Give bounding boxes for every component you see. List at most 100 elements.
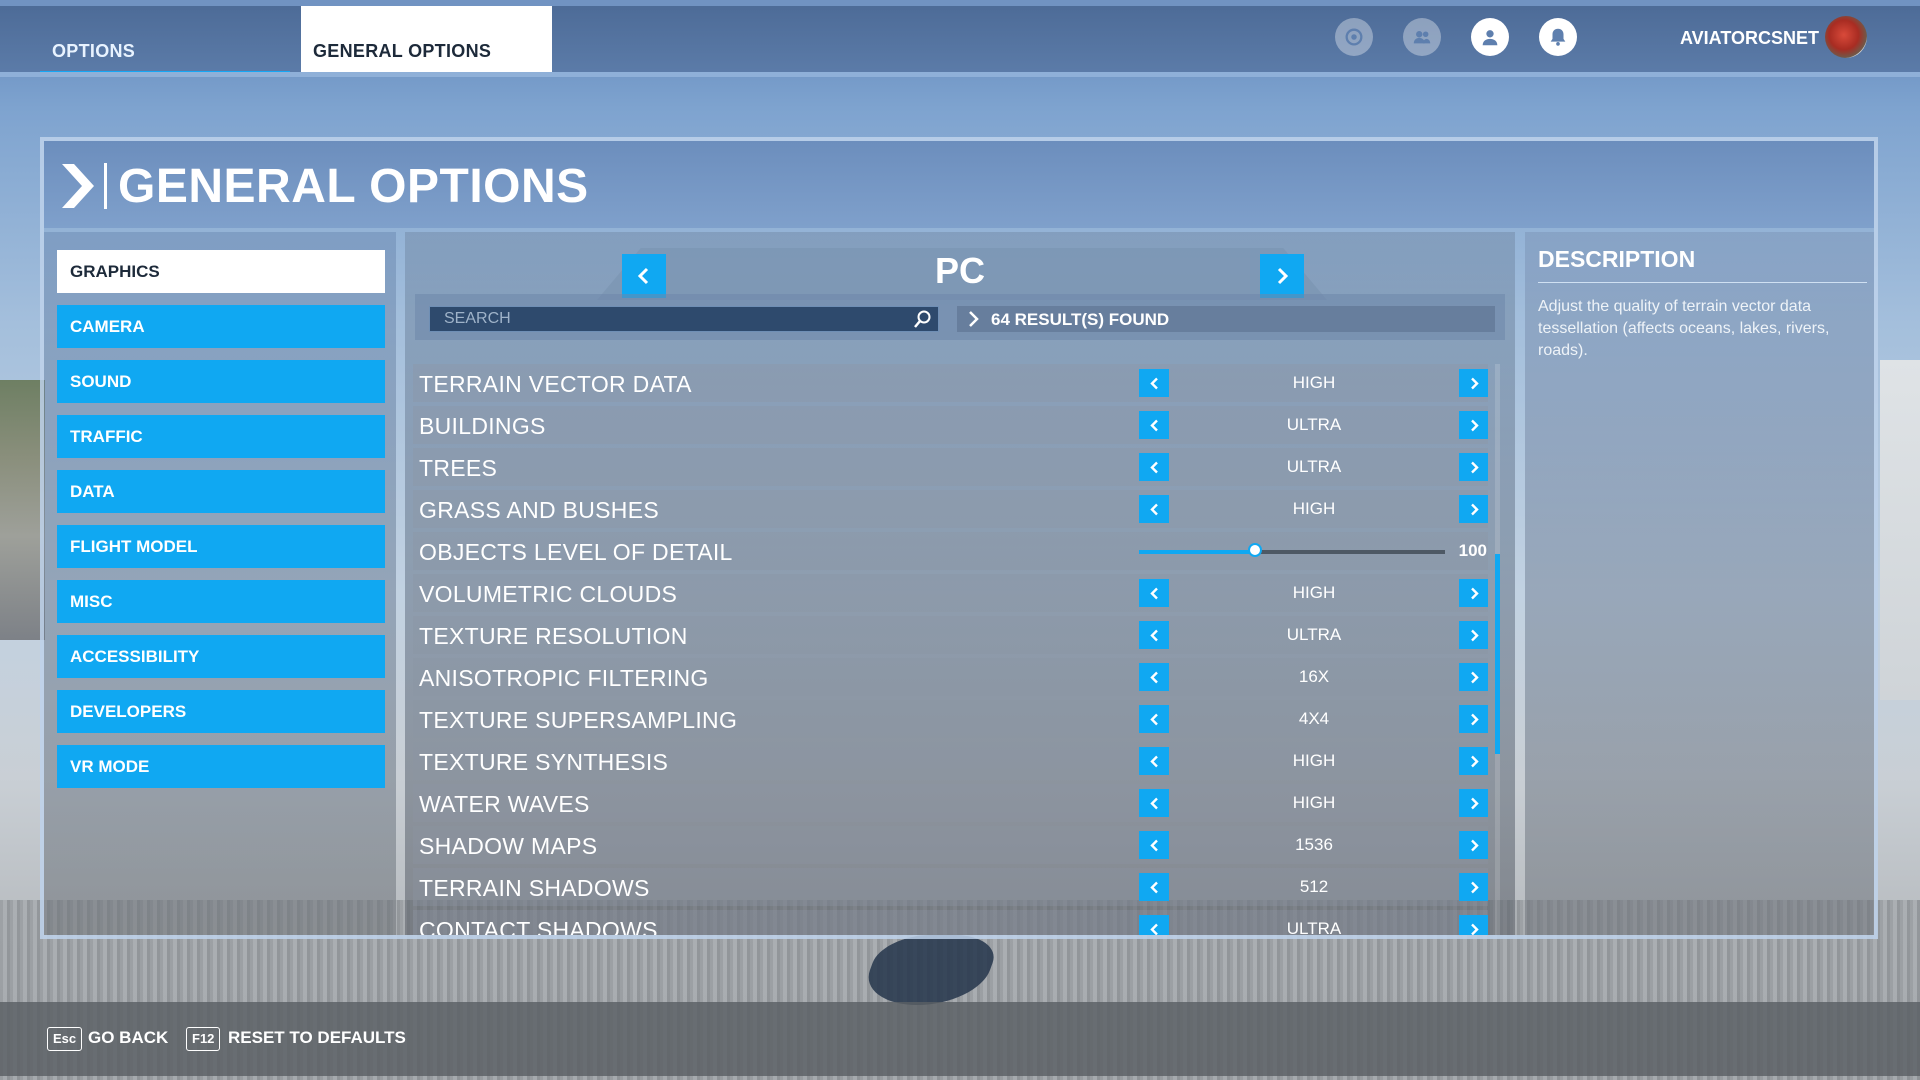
chevron-right-icon <box>1470 671 1479 683</box>
search-icon[interactable] <box>913 309 933 329</box>
tab-general-options[interactable]: GENERAL OPTIONS <box>301 6 552 72</box>
value-decrease-button[interactable] <box>1139 369 1169 397</box>
setting-label: TEXTURE RESOLUTION <box>419 623 688 649</box>
sidebar-item-vr-mode[interactable]: VR MODE <box>57 745 385 788</box>
tab-options[interactable]: OPTIONS <box>40 6 290 76</box>
sidebar-item-traffic[interactable]: TRAFFIC <box>57 415 385 458</box>
search-bar: SEARCH 64 RESULT(S) FOUND <box>415 294 1505 340</box>
sidebar-item-flight-model[interactable]: FLIGHT MODEL <box>57 525 385 568</box>
sidebar-item-label: CAMERA <box>70 317 145 336</box>
value-decrease-button[interactable] <box>1139 621 1169 649</box>
rewards-icon[interactable] <box>1335 18 1373 56</box>
avatar[interactable] <box>1825 16 1867 58</box>
value-decrease-button[interactable] <box>1139 831 1169 859</box>
chevron-left-icon <box>1149 503 1158 515</box>
top-icons <box>1335 18 1577 56</box>
value-decrease-button[interactable] <box>1139 663 1169 691</box>
notification-icon[interactable] <box>1539 18 1577 56</box>
setting-label: TERRAIN VECTOR DATA <box>419 371 692 397</box>
friends-icon[interactable] <box>1403 18 1441 56</box>
value-increase-button[interactable] <box>1459 411 1488 439</box>
setting-value: HIGH <box>1292 499 1336 518</box>
preset-prev-button[interactable] <box>622 254 666 298</box>
chevron-right-icon <box>1470 419 1479 431</box>
value-decrease-button[interactable] <box>1139 705 1169 733</box>
sidebar-item-label: MISC <box>70 592 113 611</box>
sidebar-item-camera[interactable]: CAMERA <box>57 305 385 348</box>
tab-options-label: OPTIONS <box>52 41 136 61</box>
settings-scrollbar[interactable] <box>1495 364 1500 935</box>
value-increase-button[interactable] <box>1459 621 1488 649</box>
value-decrease-button[interactable] <box>1139 495 1169 523</box>
setting-value: HIGH <box>1292 373 1336 392</box>
tab-general-label: GENERAL OPTIONS <box>313 41 492 61</box>
setting-label: SHADOW MAPS <box>419 833 598 859</box>
value-increase-button[interactable] <box>1459 495 1488 523</box>
sidebar-item-label: ACCESSIBILITY <box>70 647 200 666</box>
chevron-right-icon <box>1470 797 1479 809</box>
options-panel: GENERAL OPTIONS GRAPHICS CAMERA SOUND TR… <box>40 137 1878 939</box>
value-increase-button[interactable] <box>1459 705 1488 733</box>
sidebar-item-accessibility[interactable]: ACCESSIBILITY <box>57 635 385 678</box>
value-increase-button[interactable] <box>1459 663 1488 691</box>
value-increase-button[interactable] <box>1459 873 1488 901</box>
value-increase-button[interactable] <box>1459 831 1488 859</box>
sidebar-item-label: DEVELOPERS <box>70 702 187 721</box>
sidebar-item-developers[interactable]: DEVELOPERS <box>57 690 385 733</box>
value-increase-button[interactable] <box>1459 789 1488 817</box>
chevron-left-icon <box>1149 671 1158 683</box>
setting-label: TERRAIN SHADOWS <box>419 875 650 901</box>
value-increase-button[interactable] <box>1459 579 1488 607</box>
setting-value: 512 <box>1299 877 1329 896</box>
chevron-left-icon <box>1149 923 1158 935</box>
reset-defaults-button[interactable]: RESET TO DEFAULTS <box>228 1028 406 1047</box>
lod-slider[interactable] <box>1139 543 1445 557</box>
chevron-left-icon <box>1149 797 1158 809</box>
setting-row-trees: TREES ULTRA <box>413 448 1488 486</box>
scrollbar-thumb[interactable] <box>1495 554 1500 754</box>
search-input[interactable]: SEARCH <box>429 306 939 332</box>
value-increase-button[interactable] <box>1459 747 1488 775</box>
slider-value: 100 <box>1458 541 1487 560</box>
setting-value: 1536 <box>1295 835 1333 854</box>
sidebar-item-data[interactable]: DATA <box>57 470 385 513</box>
chevron-right-icon <box>1470 377 1479 389</box>
page-title: GENERAL OPTIONS <box>118 160 589 213</box>
sidebar-item-graphics[interactable]: GRAPHICS <box>57 250 385 293</box>
value-decrease-button[interactable] <box>1139 873 1169 901</box>
top-divider <box>0 72 1920 77</box>
value-decrease-button[interactable] <box>1139 411 1169 439</box>
sidebar-item-label: GRAPHICS <box>70 262 160 281</box>
value-increase-button[interactable] <box>1459 915 1488 935</box>
description-divider <box>1538 282 1867 283</box>
setting-row-terrain-vector-data: TERRAIN VECTOR DATA HIGH <box>413 364 1488 402</box>
chevron-right-icon <box>969 311 979 327</box>
setting-label: OBJECTS LEVEL OF DETAIL <box>419 539 733 565</box>
value-decrease-button[interactable] <box>1139 579 1169 607</box>
value-decrease-button[interactable] <box>1139 915 1169 935</box>
chevron-left-icon <box>1149 419 1158 431</box>
setting-row-texture-supersampling: TEXTURE SUPERSAMPLING 4X4 <box>413 700 1488 738</box>
preset-next-button[interactable] <box>1260 254 1304 298</box>
value-decrease-button[interactable] <box>1139 453 1169 481</box>
chevron-left-icon <box>1149 713 1158 725</box>
value-increase-button[interactable] <box>1459 369 1488 397</box>
setting-value: ULTRA <box>1286 457 1342 476</box>
setting-label: BUILDINGS <box>419 413 546 439</box>
sidebar-item-misc[interactable]: MISC <box>57 580 385 623</box>
setting-value: ULTRA <box>1286 919 1342 935</box>
setting-label: ANISOTROPIC FILTERING <box>419 665 709 691</box>
top-bar: OPTIONS GENERAL OPTIONS AVIATORCSNET <box>0 0 1920 76</box>
value-decrease-button[interactable] <box>1139 789 1169 817</box>
go-back-button[interactable]: GO BACK <box>88 1028 169 1047</box>
value-decrease-button[interactable] <box>1139 747 1169 775</box>
sidebar-item-sound[interactable]: SOUND <box>57 360 385 403</box>
setting-value: HIGH <box>1292 583 1336 602</box>
profile-icon[interactable] <box>1471 18 1509 56</box>
f12-key-hint: F12 <box>186 1027 221 1051</box>
chevron-right-icon <box>1470 587 1479 599</box>
setting-label: WATER WAVES <box>419 791 590 817</box>
value-increase-button[interactable] <box>1459 453 1488 481</box>
slider-handle[interactable] <box>1248 543 1263 557</box>
username[interactable]: AVIATORCSNET <box>1680 28 1820 48</box>
